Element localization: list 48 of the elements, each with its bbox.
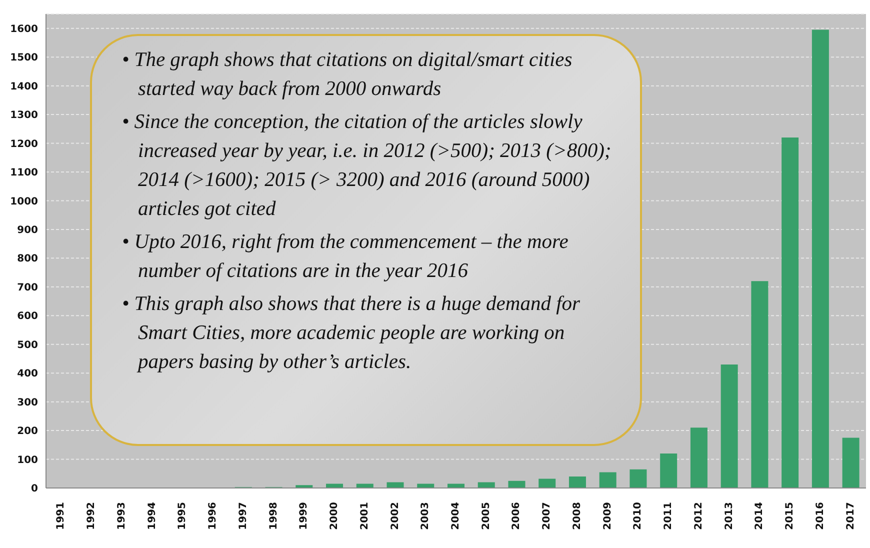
x-tick-label: 2000: [329, 502, 340, 530]
y-tick-label: 1600: [10, 24, 38, 35]
x-tick-label: 1992: [86, 502, 98, 530]
y-tick-label: 600: [17, 311, 38, 322]
x-tick-label: 2008: [572, 502, 583, 530]
y-tick-label: 1300: [10, 110, 38, 122]
x-tick-label: 1998: [268, 502, 280, 530]
y-tick-label: 1000: [10, 196, 38, 208]
y-tick-label: 500: [17, 340, 38, 351]
x-tick-label: 2005: [480, 502, 492, 530]
x-tick-label: 2004: [450, 502, 462, 530]
annotation: • Upto 2016, right from the commencement – the more number of citations are in the year 2016: [122, 230, 570, 284]
annotation: • The graph shows that citations on digital/smart cities started way back from 2000 onwards: [122, 48, 574, 102]
y-tick-label: 700: [17, 282, 38, 294]
annotation: • This graph also shows that there is a huge demand for Smart Cities, more academic people are working on papers basing by other’s articles.: [122, 292, 582, 375]
y-tick-label: 1100: [10, 168, 38, 179]
x-tick-label: 1999: [298, 502, 310, 530]
annotation: • Since the conception, the citation of the articles slowly increased year by year, i.e. in 2012 (>500); 2013 (>800); 2014 (>1600); 2015 (> 3200) and 2016 (around 5000) articles got cited: [122, 110, 612, 222]
y-tick-label: 1200: [10, 138, 38, 150]
x-tick-label: 2011: [663, 502, 674, 530]
x-tick-label: 2006: [511, 502, 522, 530]
y-tick-label: 200: [17, 426, 38, 438]
x-tick-label: 2001: [359, 502, 370, 530]
y-tick-label: 400: [17, 368, 38, 380]
y-tick-label: 800: [17, 254, 38, 265]
x-tick-label: 2014: [754, 502, 766, 530]
x-tick-label: 2012: [693, 502, 704, 530]
x-tick-label: 1995: [177, 502, 188, 530]
y-tick-label: 300: [17, 397, 38, 408]
x-tick-label: 1997: [238, 502, 249, 530]
y-tick-label: 0: [31, 484, 38, 495]
x-tick-label: 2002: [390, 502, 401, 530]
x-tick-label: 2013: [724, 502, 735, 530]
x-tick-label: 1991: [56, 502, 67, 530]
y-tick-label: 900: [17, 225, 38, 236]
x-tick-label: 2017: [845, 502, 856, 530]
x-tick-label: 1994: [146, 502, 158, 530]
x-tick-label: 2016: [814, 502, 826, 530]
x-tick-label: 2015: [784, 502, 796, 530]
x-tick-label: 2003: [420, 502, 432, 530]
x-tick-label: 2009: [602, 502, 614, 530]
y-tick-label: 1400: [10, 81, 38, 92]
y-tick-label: 1500: [10, 52, 38, 64]
x-tick-label: 2007: [542, 502, 553, 530]
y-tick-label: 100: [17, 454, 38, 466]
x-tick-label: 2010: [632, 502, 644, 530]
x-tick-label: 1996: [208, 502, 219, 530]
x-tick-label: 1993: [116, 502, 128, 530]
